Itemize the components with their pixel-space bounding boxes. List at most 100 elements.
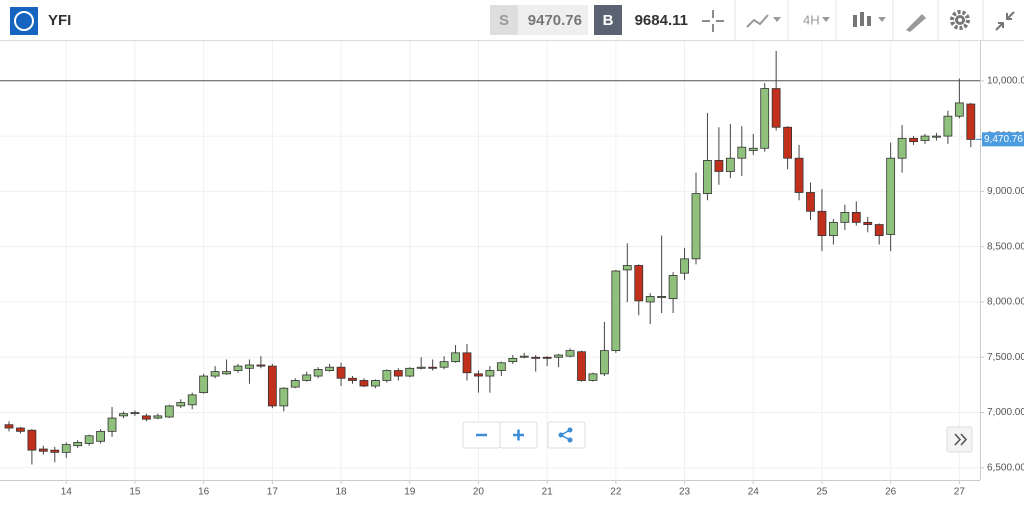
candle-body: [474, 373, 483, 377]
x-tick-label: 16: [198, 487, 210, 498]
y-tick-label: 8,000.00: [987, 297, 1024, 308]
candle-body: [176, 402, 186, 407]
candle-body: [829, 221, 838, 237]
buy-price-box[interactable]: [622, 5, 692, 35]
candle-body: [645, 296, 655, 303]
candle-body: [290, 380, 300, 388]
candle-body: [73, 442, 83, 447]
buy-button[interactable]: [594, 5, 622, 35]
last-price-label: 9,470.76: [984, 134, 1023, 145]
candle-body: [451, 352, 460, 363]
candle-body: [714, 160, 724, 172]
candle-body: [302, 374, 312, 381]
settings-button[interactable]: [950, 10, 970, 30]
candle-body: [542, 356, 552, 359]
candle-body: [600, 350, 609, 375]
candle-body: [27, 429, 37, 451]
candle-body: [107, 417, 117, 432]
timeframe-button[interactable]: 4H: [803, 12, 830, 27]
y-tick-label: 7,000.00: [987, 407, 1024, 418]
candle-body: [588, 373, 598, 381]
zoom-in-button[interactable]: [499, 421, 538, 449]
candle-body: [153, 415, 163, 419]
timeframe: 4H: [803, 12, 820, 27]
symbol: YFI: [48, 12, 71, 29]
candle-body: [897, 137, 907, 159]
candle-body: [38, 448, 48, 452]
x-tick-label: 21: [542, 487, 554, 498]
candle-body: [966, 103, 976, 140]
candle-body: [668, 275, 678, 300]
candle-body: [164, 405, 174, 418]
candle-body: [485, 370, 495, 377]
candle-body: [96, 430, 105, 442]
toolbar-separators: [734, 0, 984, 40]
x-tick-label: 26: [885, 487, 897, 498]
candle-body: [267, 365, 277, 407]
candle-body: [851, 211, 861, 223]
candle-body: [496, 362, 506, 371]
candle-body: [794, 157, 804, 193]
candle-body: [61, 444, 71, 453]
draw-button[interactable]: [906, 14, 926, 32]
candle-body: [680, 258, 689, 274]
candle-body: [622, 265, 632, 271]
candle-body: [954, 102, 964, 117]
sell-button[interactable]: [490, 5, 518, 35]
sell-price-box[interactable]: [518, 5, 588, 35]
candle-body: [405, 367, 415, 377]
plot-area: 6,500.00 7,000.00 7,500.00 8,000.00 8,500.00…: [0, 41, 1024, 498]
scroll-end-button[interactable]: [946, 426, 973, 453]
x-tick-label: 22: [610, 487, 622, 498]
share-button[interactable]: [547, 421, 586, 449]
x-tick-label: 17: [267, 487, 279, 498]
candle-body: [920, 135, 930, 141]
x-tick-label: 14: [61, 487, 73, 498]
candle-body: [634, 265, 644, 302]
candle-body: [439, 361, 449, 368]
candle-body: [806, 192, 815, 212]
candle-body: [279, 387, 289, 407]
candle-body: [325, 366, 335, 371]
candle-body: [508, 357, 518, 363]
y-tick-label: 10,000.00: [987, 75, 1024, 86]
buy-price: 9684.11: [635, 12, 688, 29]
y-tick-label: 8,500.00: [987, 241, 1024, 252]
candle-body: [531, 356, 541, 359]
x-tick-label: 27: [954, 487, 966, 498]
candle-body: [519, 355, 529, 358]
sell-price: 9470.76: [528, 12, 582, 29]
x-tick-label: 18: [335, 487, 347, 498]
x-tick-label: 15: [129, 487, 141, 498]
zoom-out-button[interactable]: [462, 421, 501, 449]
collapse-button[interactable]: [995, 11, 1015, 31]
x-tick-label: 19: [404, 487, 416, 498]
candle-body: [840, 211, 850, 223]
x-tick-label: 24: [748, 487, 760, 498]
candle-body: [199, 375, 209, 394]
candle-body: [783, 126, 792, 159]
candle-body: [943, 115, 953, 137]
candle-body: [771, 88, 781, 128]
x-tick-label: 23: [679, 487, 691, 498]
y-tick-label: 6,500.00: [987, 462, 1024, 473]
candle-body: [577, 351, 586, 381]
candle-body: [130, 412, 140, 415]
sell-label: S: [499, 12, 509, 29]
x-tick-label: 20: [473, 487, 485, 498]
y-tick-label: 7,500.00: [987, 352, 1024, 363]
candle-body: [691, 193, 701, 260]
candle-body: [245, 364, 254, 369]
candle-body: [909, 137, 918, 143]
candle-type-button[interactable]: [853, 12, 886, 27]
candle-body: [874, 224, 884, 237]
candle-body: [611, 270, 621, 352]
candle-body: [210, 371, 220, 377]
buy-label: B: [603, 12, 614, 29]
chart-type-button[interactable]: [746, 14, 781, 28]
candle-body: [233, 365, 243, 371]
candle-body: [370, 380, 380, 387]
crosshair-button[interactable]: [702, 10, 724, 32]
candle-body: [393, 370, 403, 377]
